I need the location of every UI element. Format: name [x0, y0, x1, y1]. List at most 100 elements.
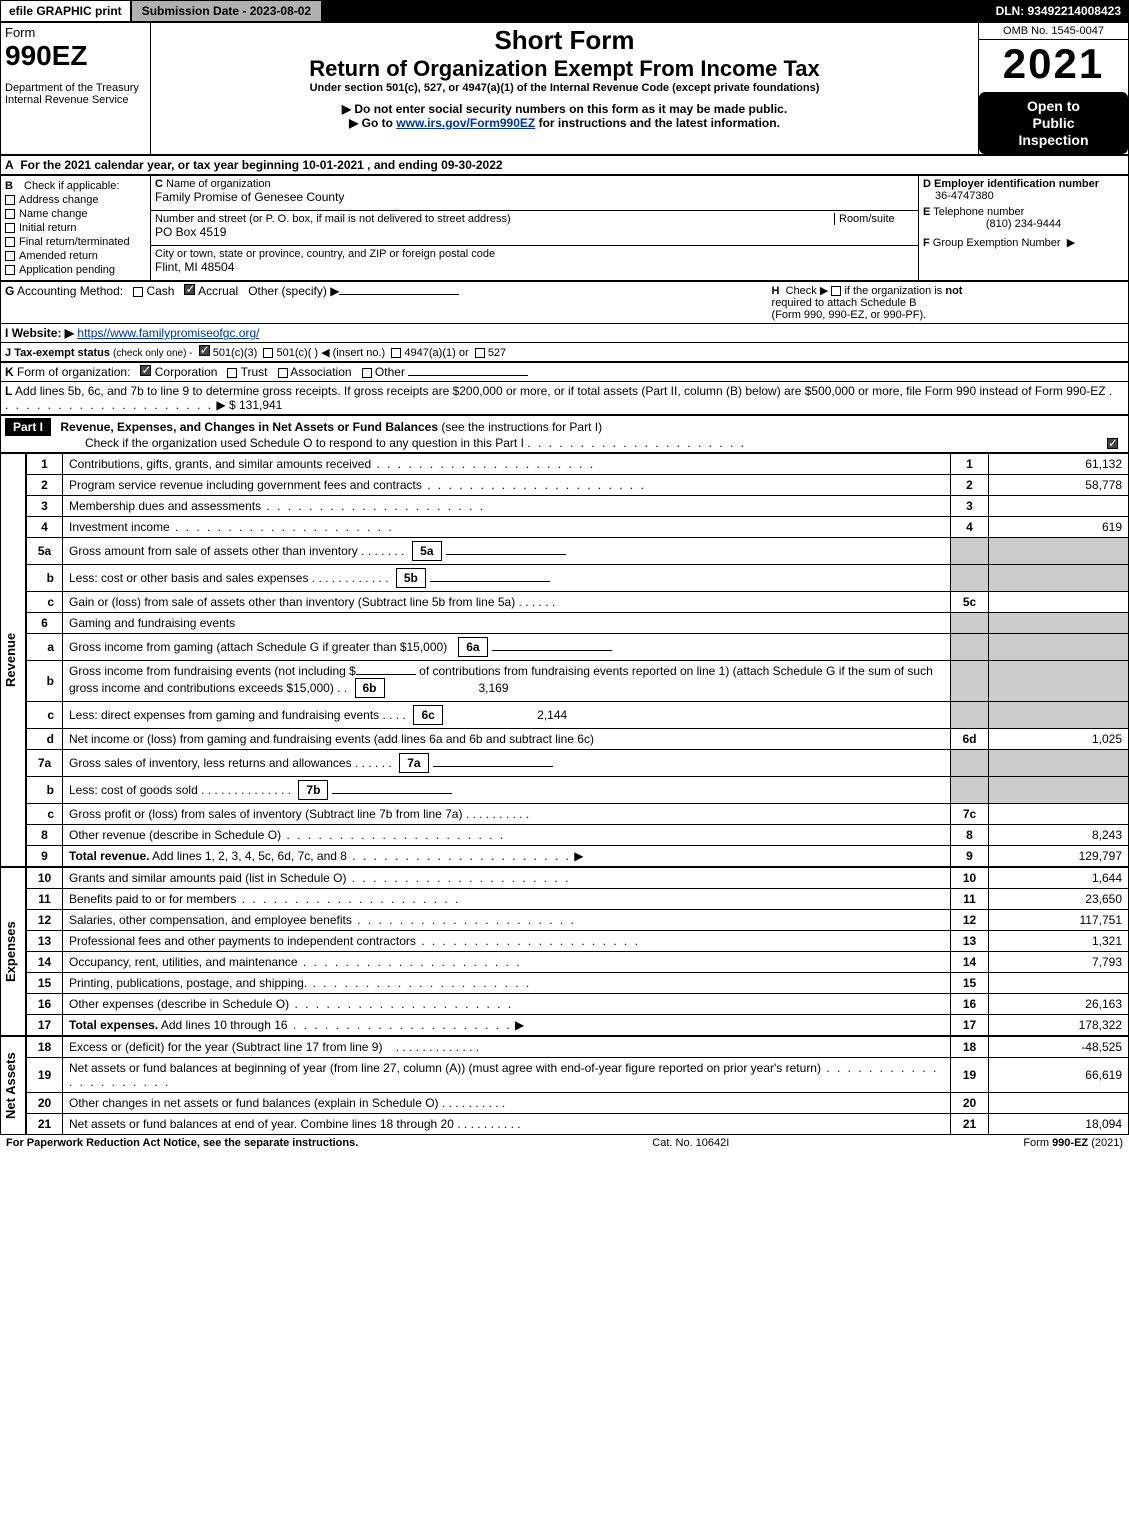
l6c-val: 2,144: [447, 708, 567, 722]
l9-desc: Total revenue.: [69, 849, 149, 863]
section-j-text: Tax-exempt status: [14, 347, 110, 359]
l18-num: 18: [951, 1037, 989, 1058]
website-link[interactable]: https//www.familypromiseofgc.org/: [77, 326, 259, 340]
l7a-numcell: [951, 750, 989, 777]
l12-amt: 117,751: [989, 910, 1129, 931]
checkbox-name-change[interactable]: [5, 209, 15, 219]
l13-desc: Professional fees and other payments to …: [69, 934, 416, 948]
l6a-numcell: [951, 634, 989, 661]
section-a-table: A For the 2021 calendar year, or tax yea…: [0, 155, 1129, 175]
ln-10: 10: [27, 868, 63, 889]
l9-amt: 129,797: [989, 846, 1129, 867]
section-d-label: D: [923, 178, 931, 190]
cb-label-5: Application pending: [19, 264, 115, 276]
checkbox-cash[interactable]: [133, 287, 143, 297]
expenses-section: Expenses 10Grants and similar amounts pa…: [0, 867, 1129, 1036]
l2-amt: 58,778: [989, 475, 1129, 496]
checkbox-final-return[interactable]: [5, 237, 15, 247]
revenue-section: Revenue 1Contributions, gifts, grants, a…: [0, 453, 1129, 867]
form-word: Form: [5, 25, 146, 40]
submission-date: Submission Date - 2023-08-02: [131, 0, 322, 22]
l20-desc: Other changes in net assets or fund bala…: [69, 1096, 439, 1110]
footer-form: 990-EZ: [1052, 1137, 1088, 1149]
omb-number: OMB No. 1545-0047: [979, 23, 1128, 40]
open-line3: Inspection: [983, 132, 1124, 149]
org-address: PO Box 4519: [155, 225, 226, 239]
ln-6d: d: [27, 729, 63, 750]
short-form-title: Short Form: [155, 25, 974, 56]
l3-desc: Membership dues and assessments: [69, 499, 261, 513]
l6c-numcell: [951, 702, 989, 729]
l20-num: 20: [951, 1093, 989, 1114]
section-e-text: Telephone number: [933, 206, 1024, 218]
l6-num: [951, 613, 989, 634]
l15-desc: Printing, publications, postage, and shi…: [69, 976, 307, 990]
cb-label-0: Address change: [19, 194, 99, 206]
open-line1: Open to: [983, 98, 1124, 115]
netassets-vertical-label: Net Assets: [0, 1036, 26, 1135]
footer-right: Form 990-EZ (2021): [1023, 1137, 1123, 1149]
section-j: J Tax-exempt status (check only one) - 5…: [1, 343, 1129, 362]
l7b-numcell: [951, 777, 989, 804]
l19-desc: Net assets or fund balances at beginning…: [69, 1061, 821, 1075]
l3-amt: [989, 496, 1129, 517]
checkbox-corporation[interactable]: [140, 365, 151, 376]
l15-amt: [989, 973, 1129, 994]
section-b-label: B: [5, 180, 13, 192]
l17-desc2: Add lines 10 through 16: [158, 1018, 287, 1032]
checkbox-address-change[interactable]: [5, 195, 15, 205]
l13-num: 13: [951, 931, 989, 952]
l5b-box: 5b: [396, 568, 426, 588]
section-c-label: C: [155, 178, 163, 190]
ln-2: 2: [27, 475, 63, 496]
checkbox-accrual[interactable]: [184, 284, 195, 295]
l7c-amt: [989, 804, 1129, 825]
top-bar: efile GRAPHIC print Submission Date - 20…: [0, 0, 1129, 22]
instruction-2: ▶ Go to www.irs.gov/Form990EZ for instru…: [155, 116, 974, 130]
l1-num: 1: [951, 454, 989, 475]
checkbox-4947[interactable]: [391, 348, 401, 358]
irs-link[interactable]: www.irs.gov/Form990EZ: [396, 116, 535, 130]
ln-5b: b: [27, 565, 63, 592]
l11-amt: 23,650: [989, 889, 1129, 910]
netassets-section: Net Assets 18Excess or (deficit) for the…: [0, 1036, 1129, 1135]
section-e-label: E: [923, 206, 930, 218]
l13-amt: 1,321: [989, 931, 1129, 952]
l7b-box: 7b: [298, 780, 328, 800]
addr-label: Number and street (or P. O. box, if mail…: [155, 213, 511, 225]
section-h-t4: (Form 990, 990-EZ, or 990-PF).: [772, 309, 927, 321]
checkbox-initial-return[interactable]: [5, 223, 15, 233]
l10-desc: Grants and similar amounts paid (list in…: [69, 871, 346, 885]
checkbox-application-pending[interactable]: [5, 265, 15, 275]
checkbox-501c3[interactable]: [199, 345, 210, 356]
tax-year: 2021: [979, 40, 1128, 88]
ln-17: 17: [27, 1015, 63, 1036]
ln-3: 3: [27, 496, 63, 517]
checkbox-527[interactable]: [475, 348, 485, 358]
l12-desc: Salaries, other compensation, and employ…: [69, 913, 352, 927]
checkbox-association[interactable]: [278, 368, 288, 378]
checkbox-schedule-b[interactable]: [831, 286, 841, 296]
section-l-label: L: [5, 384, 12, 398]
dept-treasury: Department of the Treasury: [5, 82, 146, 94]
checkbox-other-org[interactable]: [362, 368, 372, 378]
section-h-t3: required to attach Schedule B: [772, 297, 917, 309]
gross-receipts-value: 131,941: [239, 398, 282, 412]
section-a-label: A: [5, 158, 14, 172]
part1-header: Part I: [5, 418, 51, 436]
checkbox-amended-return[interactable]: [5, 251, 15, 261]
l6b-box: 6b: [355, 678, 385, 698]
dln-number: DLN: 93492214008423: [988, 0, 1129, 22]
checkbox-501c[interactable]: [263, 348, 273, 358]
checkbox-schedule-o[interactable]: [1107, 438, 1118, 449]
section-c-name-label: Name of organization: [166, 178, 271, 190]
l7a-desc: Gross sales of inventory, less returns a…: [69, 756, 352, 770]
l5a-amt: [989, 538, 1129, 565]
form-identifier-cell: Form 990EZ Department of the Treasury In…: [1, 23, 151, 155]
l5c-desc: Gain or (loss) from sale of assets other…: [69, 595, 515, 609]
l5b-num: [951, 565, 989, 592]
opt-corp: Corporation: [155, 365, 218, 379]
section-c-city: City or town, state or province, country…: [151, 246, 919, 281]
efile-print-label[interactable]: efile GRAPHIC print: [0, 0, 131, 22]
checkbox-trust[interactable]: [227, 368, 237, 378]
